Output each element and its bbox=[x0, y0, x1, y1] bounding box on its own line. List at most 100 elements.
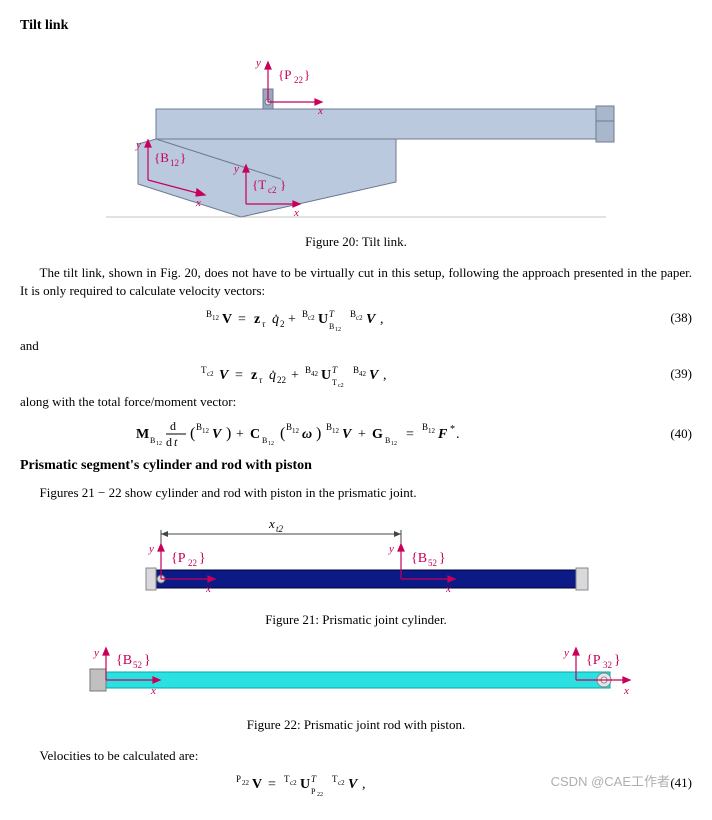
svg-text:52: 52 bbox=[133, 660, 142, 670]
svg-text:12: 12 bbox=[170, 158, 179, 168]
equation-38-body: B12 V = zτ q̇2 + Bc2 U T B12 Bc2 V , bbox=[20, 305, 652, 331]
figure-22: y x {B 52 } y x {P 32 } bbox=[20, 642, 692, 707]
figure-22-svg: y x {B 52 } y x {P 32 } bbox=[76, 642, 636, 702]
svg-text:c2: c2 bbox=[207, 370, 214, 378]
equation-39-body: Tc2 V = zτ q̇22 + B42 U T Tc2 B42 V , bbox=[20, 361, 652, 387]
svg-text:22: 22 bbox=[294, 75, 303, 85]
svg-text:z: z bbox=[254, 312, 260, 327]
section-title-tilt-link: Tilt link bbox=[20, 18, 692, 34]
svg-text:V: V bbox=[342, 427, 353, 442]
svg-text:): ) bbox=[226, 425, 231, 442]
svg-text:d: d bbox=[166, 435, 172, 449]
svg-text:,: , bbox=[380, 312, 384, 327]
svg-text:12: 12 bbox=[391, 441, 397, 447]
svg-text:.: . bbox=[456, 427, 460, 442]
svg-text:{P: {P bbox=[278, 67, 291, 82]
svg-text:q̇: q̇ bbox=[269, 368, 276, 383]
svg-text:}: } bbox=[439, 551, 446, 566]
svg-text:B: B bbox=[385, 436, 390, 445]
svg-text:{T: {T bbox=[252, 177, 266, 192]
svg-text:,: , bbox=[362, 777, 366, 792]
svg-text:q̇: q̇ bbox=[272, 312, 279, 327]
watermark: CSDN @CAE工作者 bbox=[551, 771, 670, 790]
svg-text:G: G bbox=[372, 427, 383, 442]
svg-text:P: P bbox=[236, 774, 241, 784]
svg-text:y: y bbox=[93, 647, 99, 659]
svg-text:,: , bbox=[383, 368, 387, 383]
svg-text:42: 42 bbox=[359, 370, 367, 378]
svg-text:V: V bbox=[369, 368, 380, 383]
svg-text:12: 12 bbox=[268, 441, 274, 447]
svg-text:B: B bbox=[262, 436, 267, 445]
svg-text:+: + bbox=[358, 427, 366, 442]
svg-text:}: } bbox=[304, 67, 310, 82]
svg-text:+: + bbox=[236, 427, 244, 442]
svg-text:22: 22 bbox=[277, 375, 286, 385]
equation-40-number: (40) bbox=[652, 426, 692, 442]
svg-text:c2: c2 bbox=[338, 779, 345, 787]
svg-text:22: 22 bbox=[188, 558, 197, 568]
svg-text:22: 22 bbox=[317, 792, 323, 796]
svg-text:(: ( bbox=[280, 425, 285, 442]
svg-text:τ: τ bbox=[259, 375, 263, 385]
svg-text:=: = bbox=[238, 312, 246, 327]
figure-21-svg: xt2 y x {P 22 } y x {B 52 } bbox=[121, 512, 591, 597]
svg-text:y: y bbox=[135, 139, 141, 151]
equation-38-number: (38) bbox=[652, 310, 692, 326]
svg-text:V: V bbox=[348, 777, 359, 792]
svg-text:): ) bbox=[316, 425, 321, 442]
svg-text:52: 52 bbox=[428, 558, 437, 568]
svg-text:y: y bbox=[233, 163, 239, 175]
svg-text:M: M bbox=[136, 427, 149, 442]
svg-text:{B: {B bbox=[411, 551, 427, 566]
svg-text:F: F bbox=[437, 427, 448, 442]
svg-text:x: x bbox=[317, 105, 323, 117]
svg-text:c2: c2 bbox=[338, 383, 344, 387]
svg-text:V: V bbox=[222, 312, 232, 327]
figure-21: xt2 y x {P 22 } y x {B 52 } bbox=[20, 512, 692, 602]
figure-20: y x {P 22 } y x {B 12 } y x {T c2 } bbox=[20, 44, 692, 224]
section-title-prismatic: Prismatic segment's cylinder and rod wit… bbox=[20, 458, 692, 474]
svg-text:12: 12 bbox=[212, 314, 220, 322]
svg-text:t2: t2 bbox=[276, 524, 284, 534]
svg-text:}: } bbox=[280, 177, 286, 192]
svg-text:12: 12 bbox=[428, 427, 436, 435]
svg-text:T: T bbox=[332, 378, 337, 387]
svg-text:V: V bbox=[252, 777, 262, 792]
svg-text:=: = bbox=[406, 427, 414, 442]
svg-text:U: U bbox=[321, 368, 331, 383]
figure-20-svg: y x {P 22 } y x {B 12 } y x {T c2 } bbox=[96, 44, 616, 219]
svg-text:22: 22 bbox=[242, 779, 250, 787]
svg-text:T: T bbox=[332, 365, 338, 375]
svg-text:{P: {P bbox=[171, 551, 186, 566]
svg-text:}: } bbox=[199, 551, 206, 566]
svg-text:x: x bbox=[445, 583, 451, 595]
svg-text:C: C bbox=[250, 427, 260, 442]
equation-39: Tc2 V = zτ q̇22 + B42 U T Tc2 B42 V , (3… bbox=[20, 361, 692, 387]
svg-text:c2: c2 bbox=[290, 779, 297, 787]
figure-21-caption: Figure 21: Prismatic joint cylinder. bbox=[20, 612, 692, 628]
svg-text:y: y bbox=[255, 57, 261, 69]
svg-text:B: B bbox=[329, 322, 334, 331]
equation-39-number: (39) bbox=[652, 366, 692, 382]
svg-text:=: = bbox=[268, 777, 276, 792]
svg-text:V: V bbox=[219, 368, 230, 383]
paragraph-3: Figures 21 − 22 show cylinder and rod wi… bbox=[20, 484, 692, 502]
svg-text:12: 12 bbox=[335, 327, 341, 331]
svg-text:}: } bbox=[180, 150, 186, 165]
and-word: and bbox=[20, 337, 692, 355]
svg-text:P: P bbox=[311, 787, 316, 796]
svg-text:U: U bbox=[300, 777, 310, 792]
figure-22-caption: Figure 22: Prismatic joint rod with pist… bbox=[20, 717, 692, 733]
svg-text:(: ( bbox=[190, 425, 195, 442]
svg-text:+: + bbox=[291, 368, 299, 383]
svg-text:x: x bbox=[623, 685, 629, 697]
svg-text:+: + bbox=[288, 312, 296, 327]
svg-text:12: 12 bbox=[292, 427, 300, 435]
svg-text:*: * bbox=[450, 424, 455, 435]
svg-text:U: U bbox=[318, 312, 328, 327]
svg-text:42: 42 bbox=[311, 370, 319, 378]
svg-text:y: y bbox=[563, 647, 569, 659]
svg-text:B: B bbox=[150, 436, 155, 445]
svg-text:x: x bbox=[195, 197, 201, 209]
